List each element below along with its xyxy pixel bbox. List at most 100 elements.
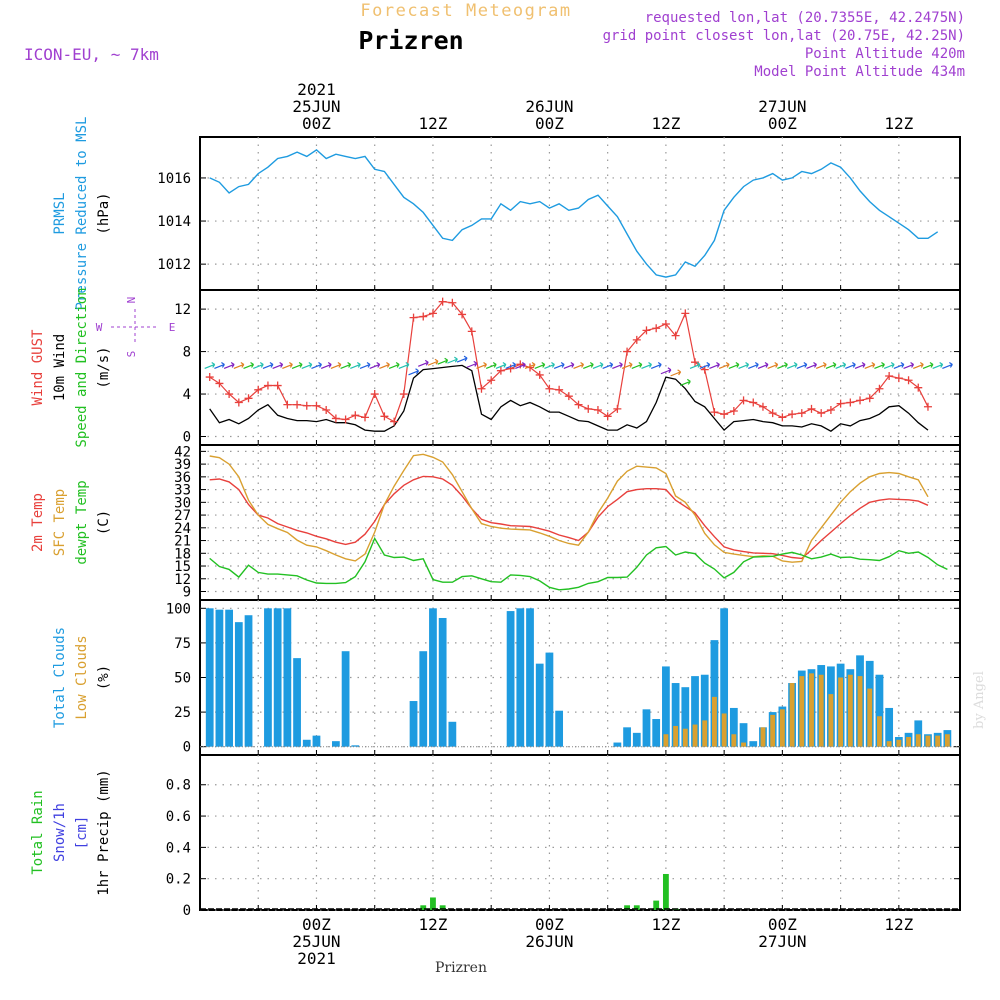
gust-marker (244, 394, 253, 403)
wind-arrow (476, 361, 487, 369)
total-cloud-bar (671, 683, 680, 747)
total-cloud-bar (506, 611, 515, 747)
gust-marker (739, 396, 748, 405)
wind10-line (209, 364, 929, 432)
compass-s: S (125, 351, 138, 358)
point-info-line: Model Point Altitude 434m (754, 64, 965, 80)
low-cloud-bar (896, 739, 902, 747)
gust-marker (661, 319, 670, 328)
y-tick-label: 0.6 (166, 809, 191, 825)
gust-marker (535, 370, 544, 379)
top-time-label: 12Z (418, 114, 447, 133)
pressure-panel: 1012 1014 1016 PRMSL Pressure Reduced to MSL… (52, 117, 961, 310)
gust-marker (467, 327, 476, 336)
y-tick-label: 100 (166, 601, 191, 617)
total-cloud-bar (419, 651, 428, 747)
total-cloud-bar (526, 608, 534, 747)
wind-arrow (563, 361, 575, 369)
wind-arrow (388, 361, 400, 369)
wind-arrow (835, 361, 847, 369)
wind-arrow (223, 361, 235, 369)
gust-marker (361, 413, 370, 422)
low-cloud-bar (857, 676, 863, 747)
gust-marker (448, 298, 457, 307)
wind-arrow (505, 361, 517, 369)
axis-label: (C) (96, 510, 112, 535)
gust-marker (234, 398, 243, 407)
low-cloud-bar (779, 709, 785, 747)
gust-marker (894, 374, 903, 383)
y-tick-label: 15 (174, 559, 191, 575)
gust-marker (584, 404, 593, 413)
wind-arrow (447, 356, 458, 364)
low-cloud-bar (935, 735, 941, 747)
low-cloud-bar (760, 727, 766, 747)
total-cloud-bar (448, 721, 457, 747)
wind-arrow (612, 361, 623, 369)
wind-arrow (922, 361, 934, 369)
bottom-time-label: 12Z (884, 915, 913, 934)
compass-e: E (169, 321, 176, 334)
gust-marker (574, 400, 583, 409)
wind-arrow (340, 361, 352, 369)
gust-marker (593, 405, 602, 414)
wind-arrow (641, 361, 652, 369)
low-cloud-bar (731, 734, 737, 747)
gust-marker (293, 400, 302, 409)
gust-marker (283, 400, 292, 409)
wind-arrow (689, 361, 701, 369)
total-cloud-bar (273, 608, 282, 747)
gust-marker (273, 381, 282, 390)
gust-marker (477, 384, 486, 393)
total-cloud-bar (302, 739, 311, 747)
gust-marker (826, 405, 835, 414)
total-cloud-bar (264, 608, 272, 747)
temp2m-line (209, 475, 929, 560)
total-cloud-bar (749, 741, 758, 747)
wind-arrow (650, 361, 662, 369)
bottom-time-label: 12Z (418, 915, 447, 934)
wind-arrow (282, 361, 293, 369)
point-info-line: grid point closest lon,lat (20.75E, 42.2… (603, 28, 965, 44)
gust-marker (836, 399, 845, 408)
wind-arrow (262, 361, 274, 369)
dewpt-line (209, 536, 948, 591)
gust-marker (623, 347, 632, 356)
y-tick-label: 0 (183, 740, 191, 756)
low-cloud-bar (847, 674, 853, 747)
total-cloud-bar (545, 652, 554, 747)
low-cloud-bar (702, 720, 708, 747)
y-tick-label: 9 (183, 585, 191, 601)
low-cloud-bar (809, 673, 814, 747)
top-time-label: 2021 (297, 80, 336, 99)
low-cloud-bar (828, 694, 834, 747)
gust-marker (768, 409, 777, 418)
wind-arrow (204, 361, 216, 369)
total-cloud-bar (332, 741, 340, 747)
total-cloud-bar (885, 707, 894, 747)
gust-marker (865, 394, 874, 403)
gust-line (209, 301, 929, 423)
gust-marker (817, 409, 826, 418)
gust-marker (807, 404, 816, 413)
gust-marker (428, 309, 437, 318)
low-cloud-bar (770, 714, 776, 747)
wind-arrow (330, 361, 342, 369)
wind-arrow (466, 360, 478, 368)
point-info-line: Point Altitude 420m (805, 46, 965, 62)
wind-arrow (932, 361, 944, 369)
wind-arrow (777, 361, 788, 369)
bottom-time-label: 26JUN (525, 932, 573, 951)
wind-arrow (369, 361, 381, 369)
gust-marker (788, 410, 797, 419)
rain-bar (662, 873, 669, 910)
axis-label: Speed and Direction (74, 287, 90, 447)
total-cloud-bar (215, 609, 224, 747)
total-cloud-bar (516, 608, 525, 747)
gust-marker (225, 390, 234, 399)
gust-marker (603, 412, 612, 421)
wind-arrow (524, 361, 536, 369)
wind-arrow (854, 361, 866, 369)
low-cloud-bar (663, 734, 669, 747)
